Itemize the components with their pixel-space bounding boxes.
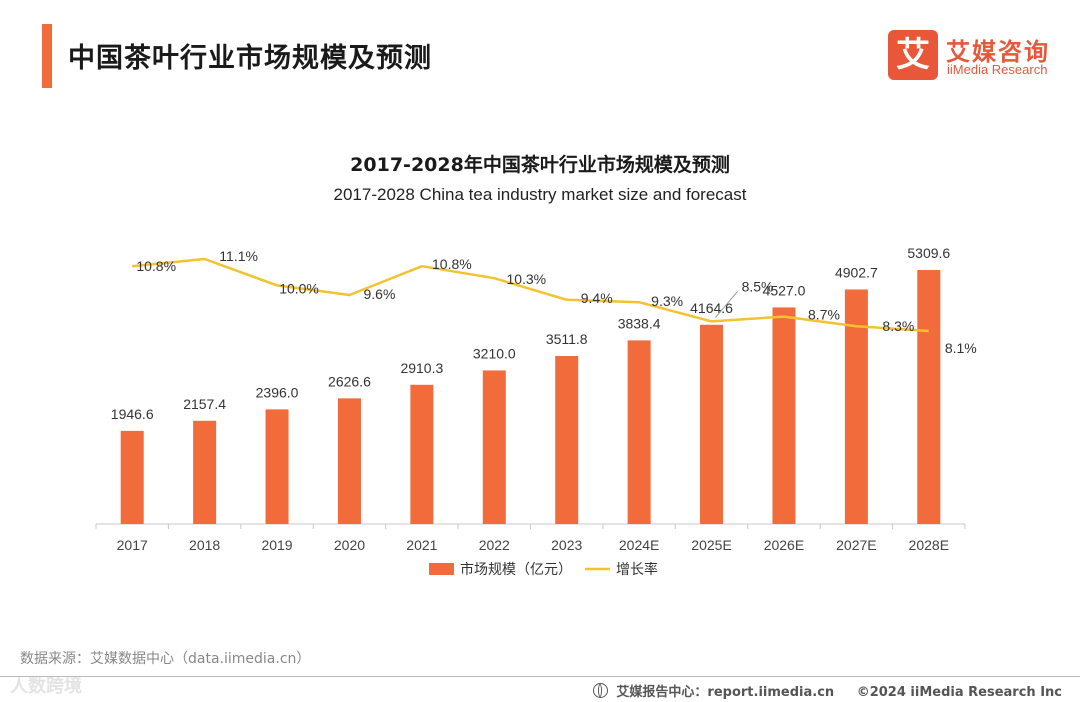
- title-accent-bar: [42, 24, 52, 88]
- label-leader-line: [715, 291, 738, 318]
- bar-value-label: 2626.6: [328, 373, 371, 389]
- bar-value-label: 2910.3: [400, 360, 443, 376]
- bar-2018: [193, 420, 217, 524]
- bar-value-label: 3210.0: [473, 345, 516, 361]
- x-tick-label: 2017: [117, 537, 148, 553]
- watermark: 人数跨境: [10, 676, 82, 697]
- growth-rate-label: 8.3%: [882, 318, 914, 334]
- logo-english-name: iiMedia Research: [947, 62, 1048, 77]
- growth-rate-label: 10.8%: [432, 256, 472, 272]
- bar-value-label: 3838.4: [618, 315, 661, 331]
- growth-rate-label: 8.5%: [742, 278, 774, 294]
- globe-icon: [592, 683, 608, 698]
- x-tick-label: 2021: [406, 537, 437, 553]
- market-size-chart: 1946.6 2157.4 2396.0 2626.6 2910.3 3210.0 3511…: [95, 245, 977, 578]
- x-tick-label: 2020: [334, 537, 365, 553]
- iimedia-logo: 艾 艾媒咨询 iiMedia Research: [888, 30, 1063, 82]
- bar-value-label: 4902.7: [835, 264, 878, 280]
- x-tick-label: 2019: [261, 537, 292, 553]
- data-source: 数据来源：艾媒数据中心（data.iimedia.cn）: [20, 651, 311, 667]
- bar-value-label: 1946.6: [111, 406, 154, 422]
- page-title: 中国茶叶行业市场规模及预测: [68, 43, 432, 74]
- bar-2017: [120, 430, 144, 524]
- growth-rate-label: 10.3%: [506, 271, 546, 287]
- chart-subtitle: 2017-2028 China tea industry market size…: [333, 185, 747, 204]
- logo-mark-icon: 艾: [888, 30, 938, 80]
- bar-value-label: 4527.0: [763, 282, 806, 298]
- bar-value-label: 5309.6: [907, 245, 950, 261]
- x-tick-label: 2022: [479, 537, 510, 553]
- bar-2024E: [627, 340, 651, 524]
- bar-value-label: 4164.6: [690, 300, 733, 316]
- growth-rate-label: 8.7%: [808, 307, 840, 323]
- x-tick-label: 2023: [551, 537, 582, 553]
- bar-2023: [555, 356, 579, 524]
- growth-rate-label: 9.4%: [581, 290, 613, 306]
- bar-2020: [337, 398, 361, 524]
- legend-label-growth-rate: 增长率: [616, 561, 658, 578]
- x-tick-label: 2027E: [836, 537, 876, 553]
- legend-label-market-size: 市场规模（亿元）: [460, 561, 572, 578]
- legend-swatch-market-size: [429, 563, 454, 575]
- bar-2019: [265, 409, 289, 524]
- bar-value-label: 2157.4: [183, 396, 226, 412]
- bar-2026E: [772, 307, 796, 524]
- x-tick-label: 2025E: [691, 537, 731, 553]
- bar-2028E: [917, 270, 941, 524]
- footer-divider: [0, 676, 1080, 677]
- report-center-link[interactable]: 艾媒报告中心：report.iimedia.cn: [616, 685, 835, 700]
- footer-info: 艾媒报告中心：report.iimedia.cn ©2024 iiMedia R…: [589, 681, 1062, 700]
- bar-value-label: 2396.0: [256, 384, 299, 400]
- bar-value-label: 3511.8: [546, 331, 588, 347]
- growth-rate-line: [132, 257, 929, 333]
- x-tick-label: 2026E: [764, 537, 804, 553]
- growth-rate-label: 9.6%: [363, 286, 395, 302]
- chart-title: 2017-2028年中国茶叶行业市场规模及预测: [350, 154, 730, 176]
- growth-rate-label: 11.1%: [219, 248, 258, 264]
- growth-rate-label: 10.0%: [279, 280, 319, 296]
- x-tick-label: 2028E: [909, 537, 949, 553]
- growth-rate-label: 10.8%: [136, 258, 176, 274]
- x-tick-label: 2018: [189, 537, 220, 553]
- bar-2027E: [844, 289, 868, 524]
- copyright: ©2024 iiMedia Research Inc: [856, 685, 1062, 700]
- bar-2021: [410, 384, 434, 524]
- growth-rate-label: 9.3%: [651, 293, 683, 309]
- bar-2022: [482, 370, 506, 524]
- bar-2025E: [700, 324, 724, 524]
- logo-chinese-name: 艾媒咨询: [946, 38, 1050, 66]
- growth-rate-label: 8.1%: [945, 340, 977, 356]
- x-tick-label: 2024E: [619, 537, 659, 553]
